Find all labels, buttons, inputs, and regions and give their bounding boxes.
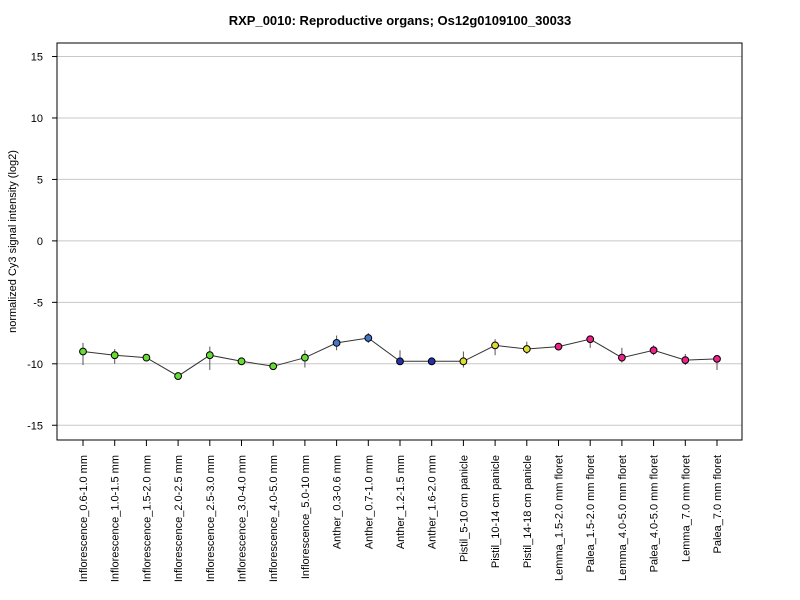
y-tick-label: -10 (27, 359, 43, 371)
x-tick-label: Lemma_4.0-5.0 mm floret (617, 455, 629, 581)
data-point (364, 334, 373, 342)
data-point (649, 346, 658, 355)
data-point (554, 342, 563, 351)
chart-title: RXP_0010: Reproductive organs; Os12g0109… (228, 13, 572, 28)
x-tick-label: Anther_1.2-1.5 mm (395, 455, 407, 549)
y-tick-label: 10 (31, 113, 43, 125)
data-point (301, 353, 309, 362)
data-point (205, 351, 214, 360)
x-tick-label: Palea_4.0-5.0 mm floret (649, 455, 661, 572)
x-tick-label: Lemma_7.0 mm floret (680, 455, 692, 562)
y-tick-label: -15 (27, 420, 43, 432)
data-point (681, 356, 690, 365)
y-tick-label: -5 (33, 297, 43, 309)
x-tick-label: Pistil_14-18 cm panicle (522, 455, 534, 568)
data-point (396, 357, 404, 366)
x-tick-label: Inflorescence_2.5-3.0 mm (205, 455, 217, 582)
x-tick-label: Lemma_1.5-2.0 mm floret (554, 455, 566, 581)
x-tick-label: Inflorescence_1.0-1.5 mm (110, 455, 122, 582)
y-tick-label: 15 (31, 52, 43, 64)
x-tick-label: Anther_0.7-1.0 mm (363, 455, 375, 549)
x-axis: Inflorescence_0.6-1.0 mm Inflorescence_1.… (78, 440, 724, 582)
x-tick-label: Inflorescence_4.0-5.0 mm (268, 455, 280, 582)
y-tick-label: 0 (37, 236, 43, 248)
x-tick-label: Anther_0.3-0.6 mm (332, 455, 344, 549)
data-point (586, 335, 595, 344)
x-tick-label: Inflorescence_1.5-2.0 mm (141, 455, 153, 582)
data-point (174, 372, 183, 380)
x-tick-label: Pistil_5-10 cm panicle (458, 455, 470, 562)
data-point (269, 362, 278, 371)
x-tick-label: Anther_1.6-2.0 mm (427, 455, 439, 549)
data-points (79, 334, 721, 380)
data-point (491, 341, 500, 350)
x-tick-label: Inflorescence_5.0-10 mm (300, 455, 312, 579)
data-point (237, 357, 246, 366)
x-tick-label: Palea_7.0 mm floret (712, 455, 724, 553)
data-point (79, 347, 87, 356)
plot-frame (56, 42, 743, 441)
data-point (713, 354, 721, 363)
data-point (522, 345, 531, 353)
data-point (142, 353, 151, 362)
y-axis-label: normalized Cy3 signal intensity (log2) (7, 150, 19, 333)
y-axis: -15 -10 -5 0 5 10 15 (27, 52, 57, 432)
y-tick-label: 5 (37, 174, 43, 186)
data-point (110, 351, 119, 360)
grid-lines (57, 56, 742, 426)
data-point (459, 357, 468, 366)
x-tick-label: Inflorescence_3.0-4.0 mm (237, 455, 249, 582)
x-tick-label: Inflorescence_2.0-2.5 mm (173, 455, 185, 582)
x-tick-label: Palea_1.5-2.0 mm floret (585, 455, 597, 572)
x-tick-label: Pistil_10-14 cm panicle (490, 455, 502, 568)
data-point (332, 339, 341, 347)
x-tick-label: Inflorescence_0.6-1.0 mm (78, 455, 90, 582)
data-point (618, 353, 626, 362)
data-point (427, 357, 436, 366)
